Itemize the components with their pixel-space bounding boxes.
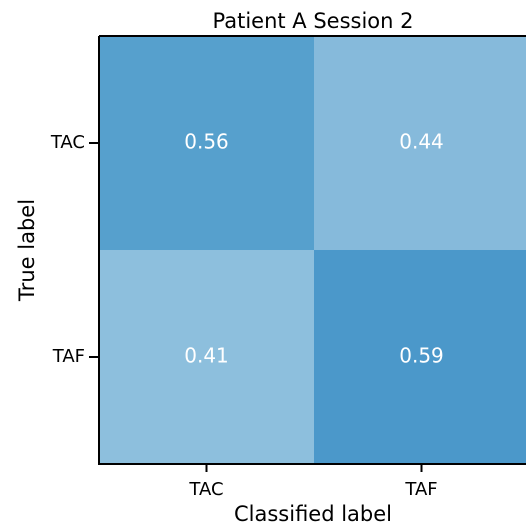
y-axis-label: True label: [15, 199, 39, 302]
y-tick-label: TAC: [50, 132, 85, 153]
value-label: 0.56: [184, 130, 229, 154]
value-label: 0.41: [184, 344, 229, 368]
heatmap-cell: [99, 250, 314, 464]
x-tick-label: TAF: [404, 479, 437, 500]
value-label: 0.59: [399, 344, 444, 368]
x-tick-label: TAC: [188, 479, 223, 500]
y-tick-label: TAF: [52, 346, 85, 367]
chart-title: Patient A Session 2: [213, 9, 414, 33]
plot-frame: [98, 35, 526, 465]
value-label: 0.44: [399, 130, 444, 154]
heatmap-cell: [99, 36, 314, 250]
x-axis-label: Classified label: [234, 502, 392, 526]
heatmap-cell: [314, 250, 526, 464]
heatmap-cell: [314, 36, 526, 250]
